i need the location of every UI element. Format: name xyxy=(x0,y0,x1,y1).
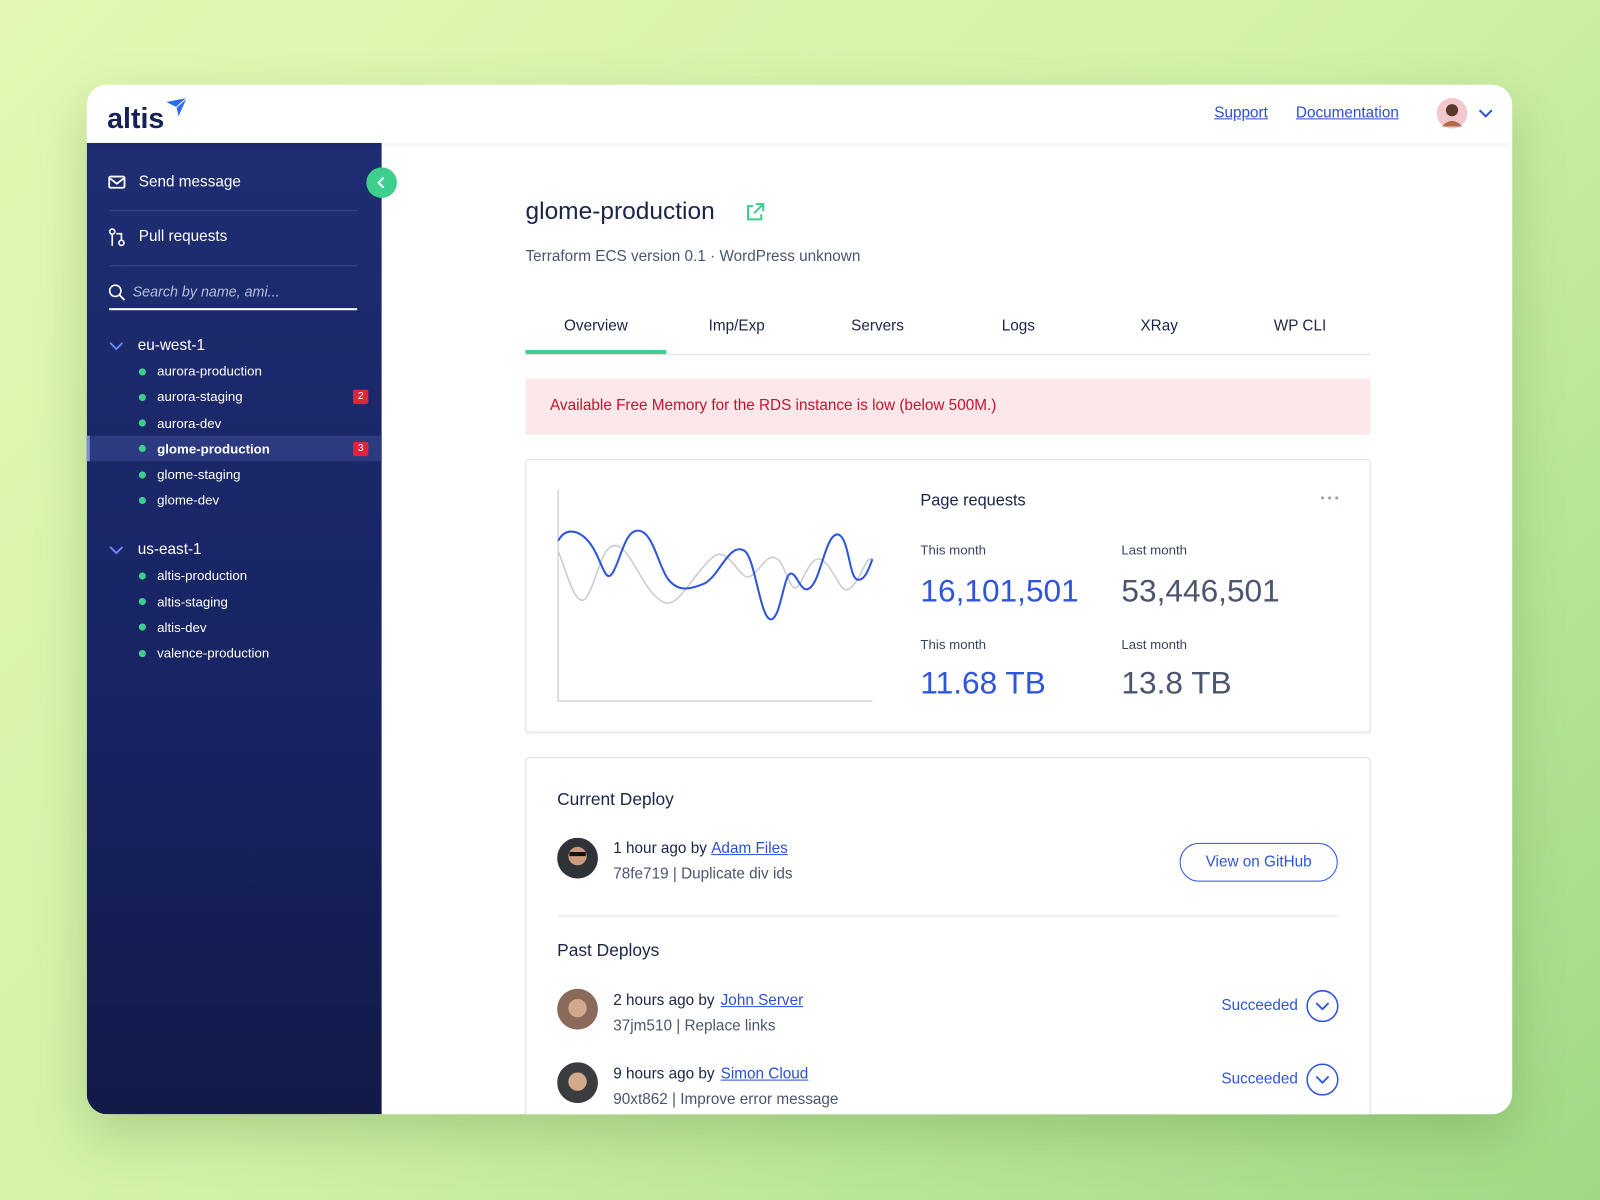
status-dot xyxy=(138,496,146,504)
pull-request-icon xyxy=(108,228,125,247)
expand-button[interactable] xyxy=(1306,990,1339,1023)
site-link[interactable]: valence-production xyxy=(157,645,270,661)
stat-label: This month xyxy=(920,542,987,558)
site-link[interactable]: aurora-staging xyxy=(157,389,243,405)
logo: altis xyxy=(107,102,165,134)
stat-label: This month xyxy=(920,636,987,653)
deploy-time: 1 hour ago by xyxy=(613,839,707,858)
stat-label: Last month xyxy=(1121,542,1188,558)
avatar xyxy=(557,837,598,879)
tab[interactable]: Imp/Exp xyxy=(708,317,765,335)
active-tab-indicator xyxy=(525,349,667,355)
status-dot xyxy=(138,368,146,376)
section-title: Past Deploys xyxy=(557,940,660,960)
region-name[interactable]: us-east-1 xyxy=(137,541,202,559)
page-title: glome-production xyxy=(525,197,715,226)
tab[interactable]: Overview xyxy=(564,317,628,335)
github-button[interactable]: View on GitHub xyxy=(1179,842,1338,882)
deploy-card xyxy=(525,757,1371,1115)
commit: 78fe719 | Duplicate div ids xyxy=(613,865,793,883)
status-dot xyxy=(138,623,146,631)
deploy-status: Succeeded xyxy=(1221,996,1298,1015)
mail-icon xyxy=(108,175,126,189)
page-subtitle: Terraform ECS version 0.1 · WordPress un… xyxy=(525,247,861,266)
support-link[interactable]: Support xyxy=(1214,104,1268,122)
status-dot xyxy=(138,572,146,580)
status-dot xyxy=(138,445,146,453)
alert-text: Available Free Memory for the RDS instan… xyxy=(549,396,997,415)
deploy-time: 2 hours ago by xyxy=(613,991,715,1010)
site-link[interactable]: altis-production xyxy=(157,567,248,584)
documentation-link[interactable]: Documentation xyxy=(1295,104,1399,122)
stats-title: Page requests xyxy=(920,492,1026,510)
stat-value: 11.68 TB xyxy=(920,664,1046,701)
badge: 3 xyxy=(353,441,369,456)
collapse-button[interactable] xyxy=(365,166,398,199)
status-dot xyxy=(138,419,146,427)
tab[interactable]: WP CLI xyxy=(1273,317,1327,335)
more-menu[interactable] xyxy=(1319,493,1339,503)
tab[interactable]: Logs xyxy=(1001,317,1035,335)
sidebar xyxy=(86,142,382,1115)
nav-item[interactable]: Pull requests xyxy=(138,227,228,245)
site-link[interactable]: glome-production xyxy=(157,440,270,457)
selected-row xyxy=(86,436,382,462)
divider xyxy=(109,265,358,267)
divider xyxy=(109,210,358,212)
nav-item[interactable]: Send message xyxy=(138,173,241,191)
avatar xyxy=(557,988,598,1030)
badge: 2 xyxy=(353,390,369,405)
tab-divider xyxy=(525,354,1371,356)
external-link-icon[interactable] xyxy=(745,202,765,222)
commit: 37jm510 | Replace links xyxy=(613,1017,776,1035)
avatar xyxy=(557,1062,598,1104)
region-toggle[interactable] xyxy=(108,341,124,351)
site-link[interactable]: aurora-dev xyxy=(157,415,222,431)
search-underline xyxy=(109,308,358,311)
app-window: altis Support Documentation Send message… xyxy=(86,84,1513,1115)
divider xyxy=(557,915,1338,917)
logo-icon xyxy=(166,97,188,117)
stat-value: 53,446,501 xyxy=(1121,572,1280,609)
stat-value: 16,101,501 xyxy=(920,572,1079,609)
author-link[interactable]: Adam Files xyxy=(711,839,788,858)
author-link[interactable]: Simon Cloud xyxy=(720,1065,809,1083)
deploy-status: Succeeded xyxy=(1221,1070,1298,1088)
user-menu[interactable] xyxy=(1436,97,1503,132)
region-name[interactable]: eu-west-1 xyxy=(137,336,205,355)
sidebar-content: Send message Pull requests Search by nam… xyxy=(86,85,397,1115)
alert xyxy=(525,378,1371,435)
expand-button[interactable] xyxy=(1306,1063,1339,1096)
tab[interactable]: XRay xyxy=(1140,317,1178,335)
tab[interactable]: Servers xyxy=(851,317,904,335)
search-input[interactable]: Search by name, ami... xyxy=(132,283,280,300)
site-link[interactable]: altis-staging xyxy=(157,593,228,609)
commit: 90xt862 | Improve error message xyxy=(613,1090,839,1109)
status-dot xyxy=(138,598,146,606)
site-link[interactable]: glome-staging xyxy=(157,466,241,482)
site-link[interactable]: altis-dev xyxy=(157,619,207,635)
stats-card xyxy=(525,459,1371,733)
stat-label: Last month xyxy=(1121,636,1188,653)
status-dot xyxy=(138,649,146,657)
status-dot xyxy=(138,393,146,401)
section-title: Current Deploy xyxy=(557,789,674,809)
author-link[interactable]: John Server xyxy=(720,991,804,1010)
top-bar: altis Support Documentation xyxy=(86,84,1513,143)
status-dot xyxy=(138,470,146,479)
requests-chart xyxy=(557,489,874,702)
search-icon xyxy=(108,284,126,301)
site-link[interactable]: glome-dev xyxy=(157,492,220,508)
region-toggle[interactable] xyxy=(108,545,124,555)
deploy-time: 9 hours ago by xyxy=(613,1065,715,1083)
stat-value: 13.8 TB xyxy=(1121,664,1232,701)
site-link[interactable]: aurora-production xyxy=(157,363,262,379)
